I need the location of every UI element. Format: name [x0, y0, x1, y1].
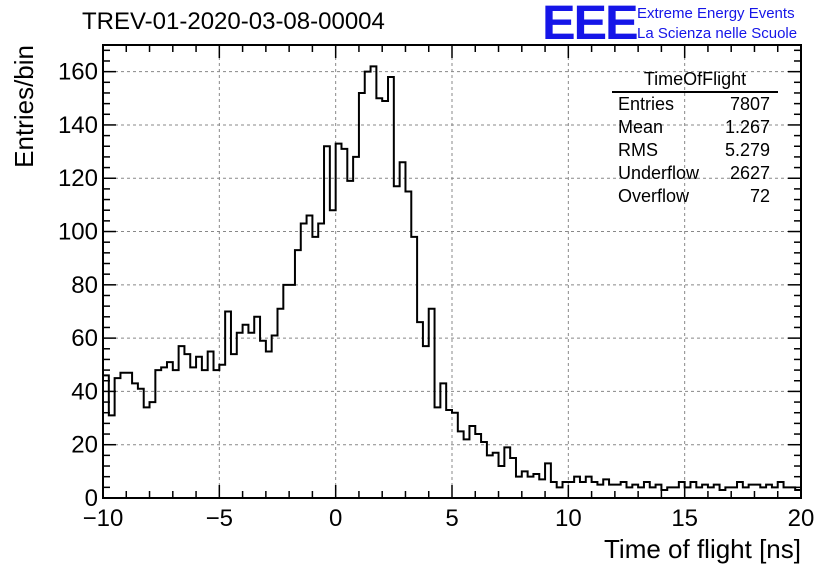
x-tick-label: 0: [329, 505, 342, 532]
stats-box-title: TimeOfFlight: [612, 68, 778, 93]
y-axis-title: Entries/bin: [9, 45, 39, 168]
x-tick-label: 5: [445, 505, 458, 532]
stats-box: TimeOfFlight Entries 7807 Mean 1.267 RMS 5.…: [612, 68, 778, 208]
stats-value: 1.267: [724, 117, 770, 137]
x-tick-label: 10: [555, 505, 582, 532]
x-tick-label: −10: [83, 505, 124, 532]
stats-row-underflow: Underflow 2627: [612, 162, 778, 185]
grid-lines: [103, 45, 801, 498]
x-tick-label: −5: [206, 505, 233, 532]
axis-ticks: [102, 45, 802, 499]
stats-label: Underflow: [618, 163, 700, 183]
y-tick-label: 60: [71, 325, 98, 352]
x-axis-title: Time of flight [ns]: [604, 534, 801, 564]
y-tick-label: 140: [58, 112, 98, 139]
eee-logo: EEE: [542, 0, 639, 50]
logo-subtitle-line2: La Scienza nelle Scuole: [637, 25, 798, 42]
histogram-series: [102, 65, 802, 498]
x-tick-labels: −10 −5 0 5 10 15 20: [83, 505, 815, 532]
stats-row-entries: Entries 7807: [612, 93, 778, 116]
stats-value: 72: [749, 186, 770, 206]
y-tick-label: 100: [58, 219, 98, 246]
x-tick-label: 20: [788, 505, 815, 532]
y-tick-label: 120: [58, 165, 98, 192]
stats-label: RMS: [618, 140, 658, 160]
y-tick-label: 160: [58, 59, 98, 86]
stats-value: 7807: [729, 94, 770, 114]
y-tick-labels: 0 20 40 60 80 100 120 140 160: [58, 59, 98, 512]
y-tick-label: 20: [71, 432, 98, 459]
y-tick-label: 80: [71, 272, 98, 299]
stats-row-rms: RMS 5.279: [612, 139, 778, 162]
stats-row-overflow: Overflow 72: [612, 185, 778, 208]
stats-value: 2627: [729, 163, 770, 183]
y-tick-label: 0: [85, 485, 98, 512]
stats-label: Overflow: [618, 186, 690, 206]
stats-label: Entries: [618, 94, 675, 114]
chart-title: TREV-01-2020-03-08-00004: [82, 8, 385, 35]
x-tick-label: 15: [671, 505, 698, 532]
stats-label: Mean: [618, 117, 664, 137]
stats-row-mean: Mean 1.267: [612, 116, 778, 139]
stats-value: 5.279: [724, 140, 770, 160]
y-tick-label: 40: [71, 378, 98, 405]
logo-subtitle-line1: Extreme Energy Events: [637, 5, 795, 22]
